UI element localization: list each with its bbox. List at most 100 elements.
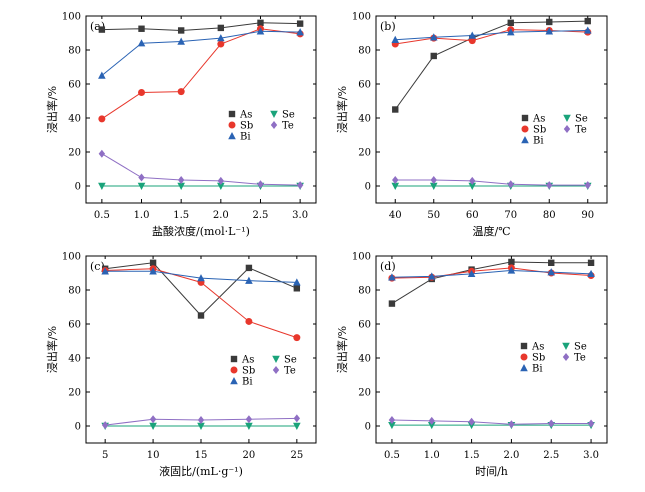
- x-tick-label: 1.5: [173, 210, 189, 221]
- series-se: [98, 182, 304, 190]
- data-point-te: [388, 416, 396, 425]
- data-point-te: [584, 181, 591, 190]
- x-tick-label: 5: [102, 450, 108, 461]
- data-point-as: [507, 19, 514, 26]
- y-tick-label: 0: [75, 422, 81, 433]
- plot-frame: [85, 15, 317, 204]
- y-tick-label: 100: [352, 252, 371, 263]
- y-tick-label: 100: [62, 12, 81, 23]
- legend-label-se: Se: [282, 110, 295, 121]
- y-tick-label: 60: [358, 80, 371, 91]
- series-te: [392, 176, 591, 190]
- data-point-bi: [506, 28, 515, 36]
- y-tick-label: 40: [358, 114, 371, 125]
- series-line-bi: [391, 269, 592, 278]
- chart-panel-3: 5 10 15 20 25 0 20 40 60 80 100 (c) 液固比/(mL·g⁻¹) 浸出率/…: [45, 252, 317, 478]
- data-point-te: [149, 415, 157, 424]
- data-point-as: [546, 18, 553, 26]
- x-tick-label: 20: [243, 450, 256, 461]
- legend-marker-as: [521, 114, 529, 122]
- data-point-te: [430, 176, 437, 185]
- legend-label-te: Te: [575, 125, 587, 136]
- data-point-as: [296, 20, 304, 27]
- series-line-sb: [395, 29, 588, 45]
- x-tick-label: 90: [581, 210, 594, 221]
- x-tick-label: 25: [290, 450, 303, 461]
- data-point-bi: [429, 33, 438, 41]
- x-tick-label: 1.0: [134, 210, 150, 221]
- data-point-te: [428, 416, 435, 425]
- legend-marker-bi: [521, 136, 529, 144]
- series-line-te: [391, 419, 592, 425]
- data-point-bi: [296, 28, 304, 36]
- data-point-sb: [217, 40, 225, 48]
- data-point-se: [429, 182, 438, 190]
- data-point-te: [138, 173, 145, 182]
- y-tick-label: 40: [68, 114, 81, 125]
- data-point-bi: [391, 35, 400, 43]
- data-point-as: [508, 258, 515, 266]
- data-point-bi: [583, 26, 592, 34]
- data-point-as: [138, 25, 145, 32]
- x-tick-label: 0.5: [384, 450, 400, 461]
- legend-marker-te: [563, 125, 571, 133]
- data-point-as: [98, 26, 106, 33]
- legend-marker-bi: [520, 364, 528, 372]
- x-tick-label: 60: [466, 210, 479, 221]
- y-tick-label: 60: [358, 320, 371, 331]
- data-point-as: [245, 264, 253, 272]
- data-point-se: [137, 182, 146, 190]
- legend-label-as: As: [241, 355, 254, 366]
- legend-label-sb: Sb: [242, 366, 255, 377]
- data-point-bi: [587, 269, 595, 278]
- y-tick-label: 100: [352, 12, 371, 23]
- series-as: [388, 258, 595, 307]
- data-point-bi: [293, 278, 301, 286]
- legend-marker-bi: [230, 377, 238, 385]
- data-point-sb: [293, 334, 301, 342]
- series-line-as: [105, 262, 298, 317]
- legend-marker-se: [272, 355, 280, 363]
- series-bi: [388, 266, 595, 281]
- data-point-sb: [138, 89, 146, 96]
- y-axis-label: 浸出率/%: [45, 326, 59, 373]
- legend-label-bi: Bi: [532, 364, 543, 375]
- y-tick-label: 20: [68, 148, 81, 159]
- data-point-te: [507, 180, 514, 189]
- legend-marker-se: [562, 342, 570, 350]
- y-axis-label: 浸出率/%: [335, 86, 349, 133]
- series-te: [388, 416, 595, 429]
- data-point-bi: [245, 276, 253, 284]
- series-bi: [391, 26, 592, 43]
- data-point-te: [257, 180, 264, 189]
- data-point-bi: [137, 39, 146, 47]
- data-point-se: [388, 421, 396, 430]
- data-point-as: [548, 259, 555, 266]
- series-se: [391, 182, 592, 190]
- chart-panel-1: 0.5 1.0 1.5 2.0 2.5 3.0020406080100(a)盐酸浓度/(m…: [45, 12, 317, 238]
- x-tick-label: 2.0: [503, 450, 519, 461]
- x-tick-label: 3.0: [583, 450, 599, 461]
- series-line-te: [395, 179, 588, 186]
- data-point-bi: [467, 269, 476, 278]
- data-point-sb: [177, 88, 185, 96]
- legend-label-bi: Bi: [533, 136, 544, 147]
- y-tick-label: 40: [68, 354, 81, 365]
- x-tick-label: 3.0: [292, 210, 308, 221]
- y-tick-label: 0: [365, 182, 371, 193]
- data-point-as: [197, 312, 205, 319]
- data-point-te: [468, 417, 475, 426]
- legend-label-sb: Sb: [240, 121, 253, 132]
- data-point-te: [245, 415, 253, 424]
- data-point-as: [430, 52, 437, 60]
- data-point-se: [391, 182, 400, 190]
- y-axis-label: 浸出率/%: [45, 86, 59, 133]
- y-tick-label: 20: [358, 388, 371, 399]
- x-tick-label: 70: [504, 210, 517, 221]
- legend-marker-sb: [520, 353, 528, 361]
- data-point-se: [98, 182, 106, 190]
- data-point-bi: [101, 267, 109, 275]
- y-tick-label: 60: [68, 80, 81, 91]
